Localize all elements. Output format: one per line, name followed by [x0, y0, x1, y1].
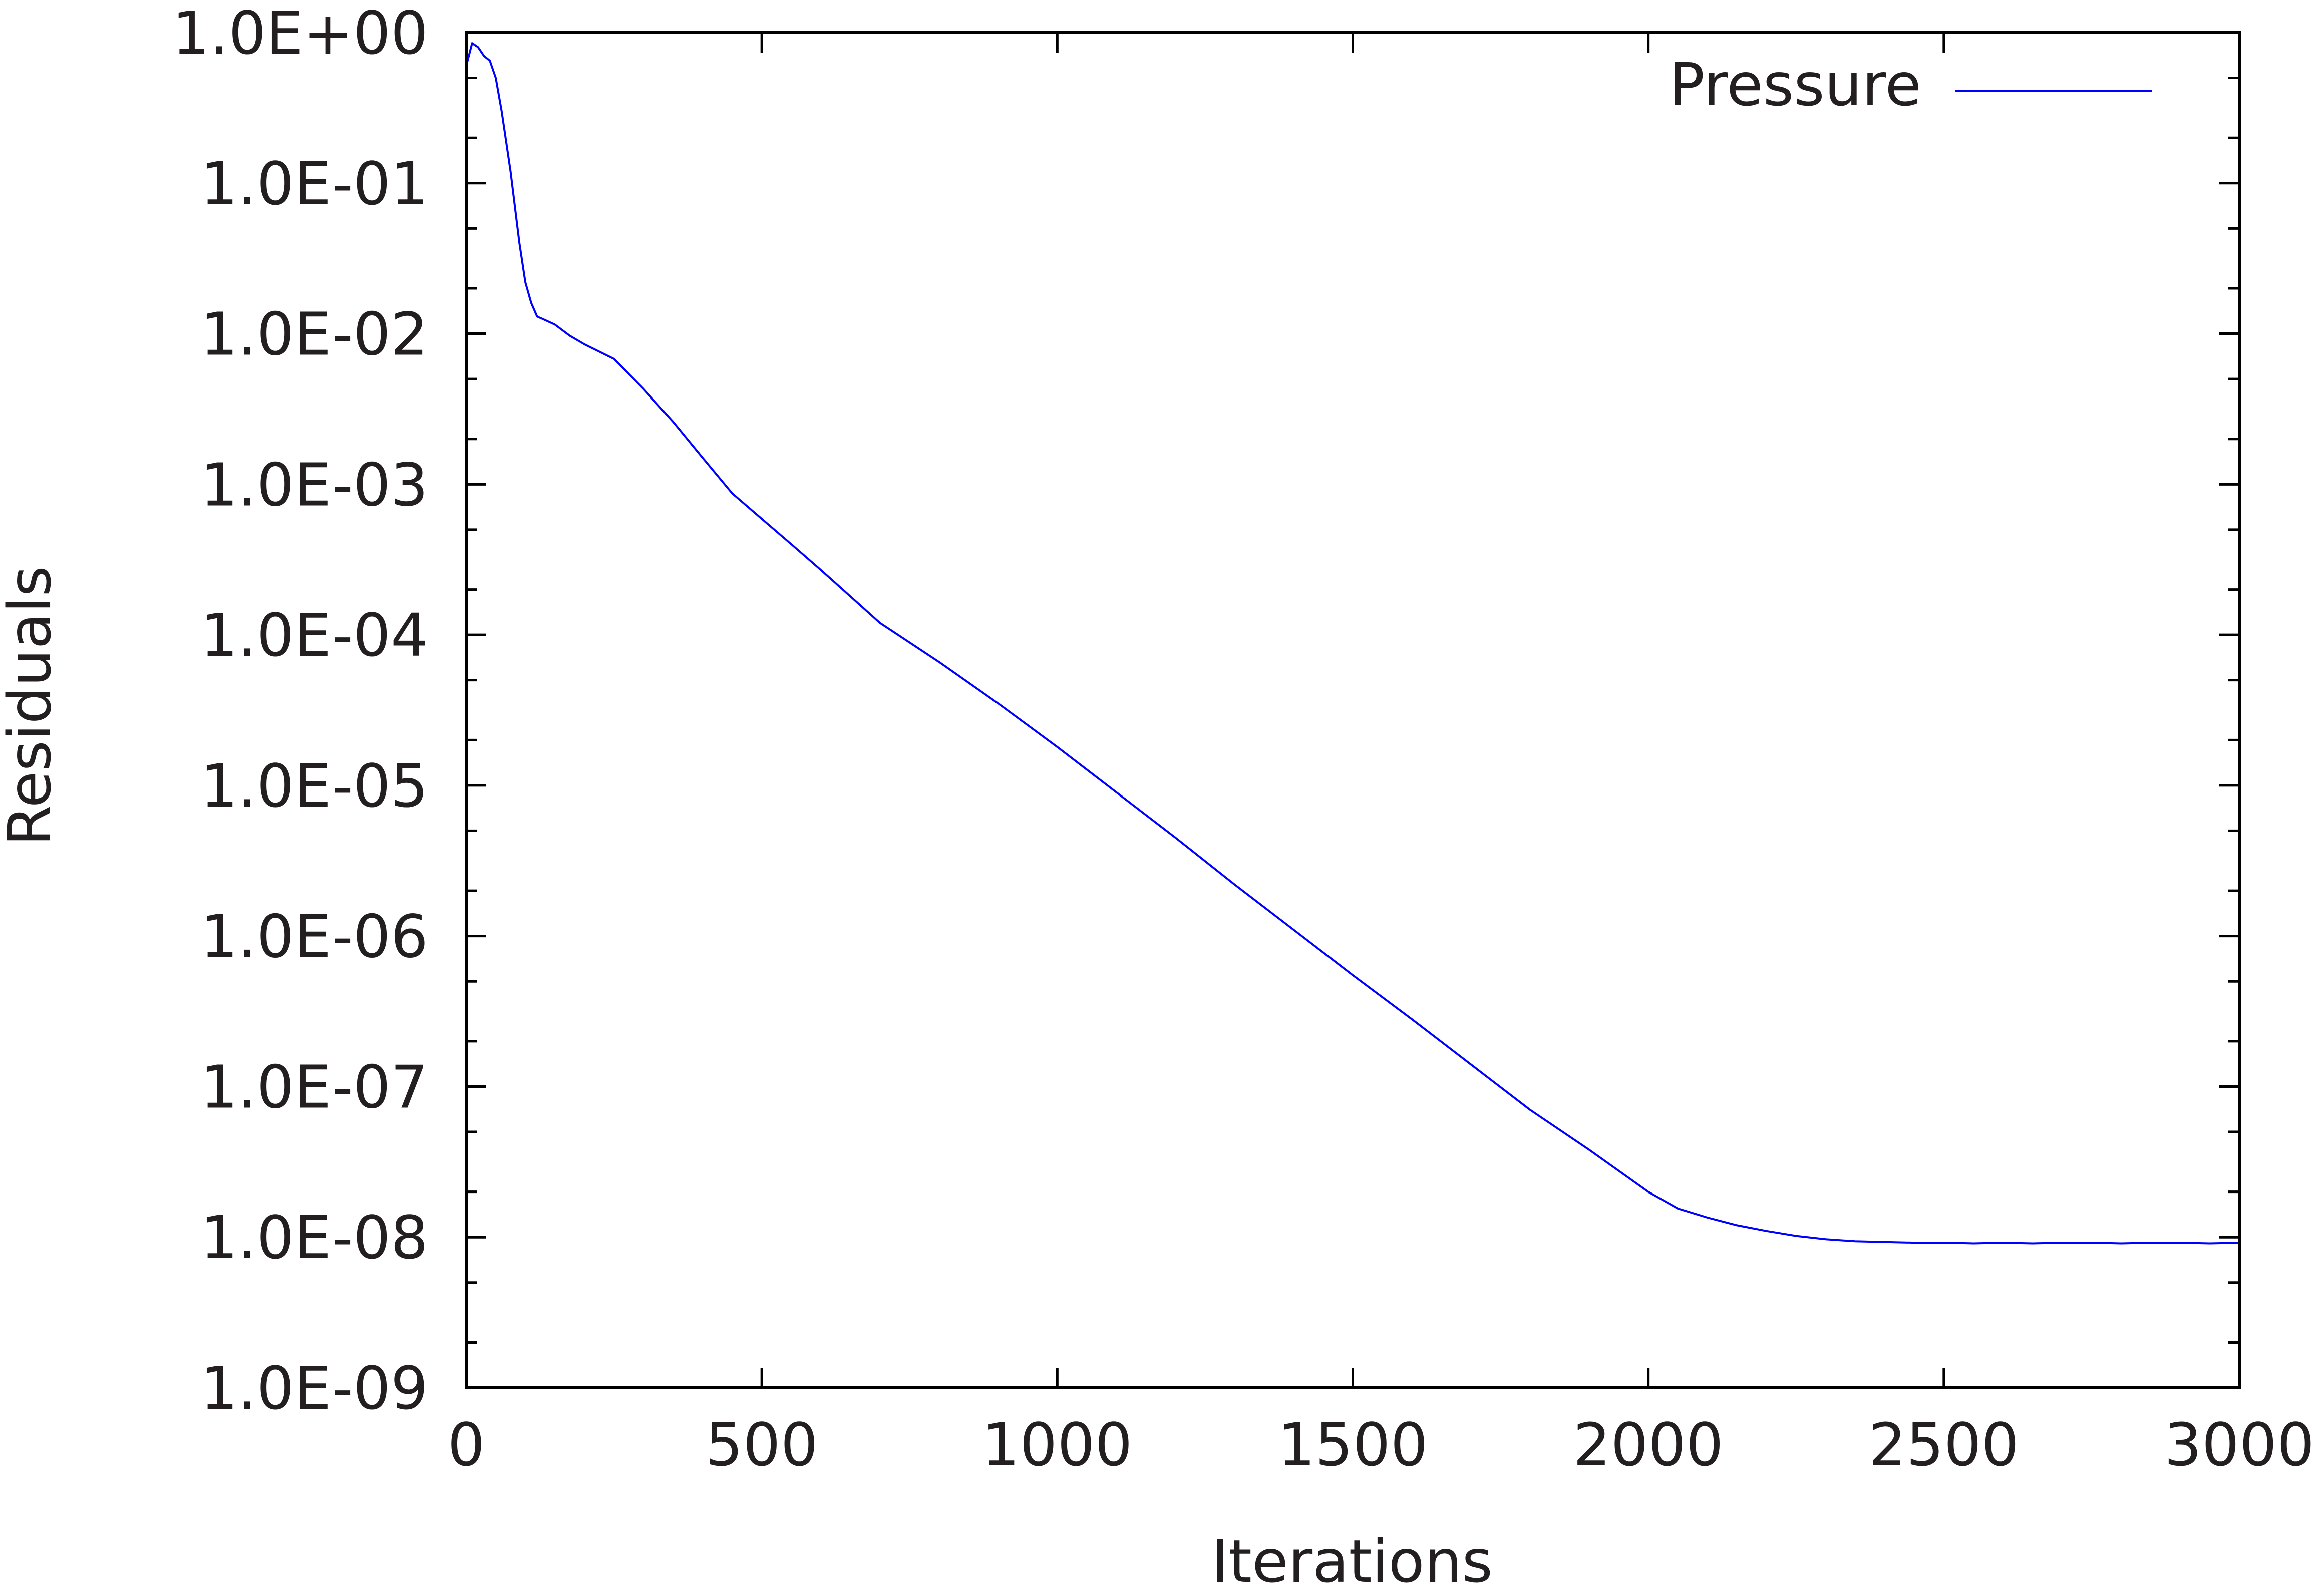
legend-label-pressure: Pressure — [1669, 50, 1921, 119]
x-tick-label: 3000 — [2164, 1410, 2314, 1479]
y-tick-label: 1.0E-07 — [200, 1052, 428, 1121]
x-tick-label: 1500 — [1277, 1410, 1428, 1479]
series-layer — [465, 42, 2240, 1245]
x-tick-label: 0 — [447, 1410, 485, 1479]
y-tick-label: 1.0E-05 — [200, 751, 428, 821]
axis-ticks — [465, 31, 2241, 1389]
x-tick-label: 2000 — [1573, 1410, 1724, 1479]
x-tick-label: 1000 — [982, 1410, 1132, 1479]
x-tick-label: 500 — [706, 1410, 818, 1479]
y-tick-label: 1.0E-03 — [200, 450, 428, 519]
legend: Pressure — [1669, 50, 2152, 119]
plot-frame — [465, 31, 2241, 1389]
y-tick-label: 1.0E-02 — [200, 300, 428, 369]
series-line-pressure — [465, 42, 2240, 1245]
x-tick-label: 2500 — [1869, 1410, 2019, 1479]
axis-labels: 0 500 1000 1500 2000 2500 3000 1.0E+00 1.0E-01 1.… — [172, 0, 2314, 1479]
y-tick-label: 1.0E-01 — [200, 149, 428, 218]
y-tick-label: 1.0E-06 — [200, 902, 428, 971]
x-axis-title: Iterations — [1211, 1527, 1493, 1588]
y-tick-label: 1.0E+00 — [172, 0, 428, 68]
y-tick-label: 1.0E-09 — [200, 1354, 428, 1423]
y-tick-label: 1.0E-08 — [200, 1203, 428, 1272]
y-tick-label: 1.0E-04 — [200, 601, 428, 670]
y-axis-title: Residuals — [0, 566, 64, 846]
